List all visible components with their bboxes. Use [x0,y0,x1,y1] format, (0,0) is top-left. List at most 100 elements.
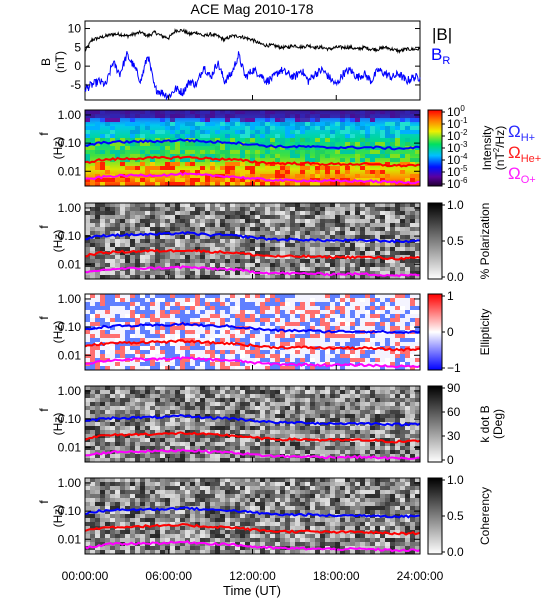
spectrogram-cell [230,334,235,338]
gyrofrequency-line-h-plus [84,321,421,334]
spectrogram-cell [365,243,370,247]
spectrogram-cell [340,322,345,326]
spectrogram-cell [415,310,420,314]
spectrogram-cell [380,506,385,510]
spectrogram-cell [90,422,95,426]
spectrogram-cell [395,502,400,506]
spectrogram-cell [250,154,255,158]
spectrogram-cell [210,390,215,394]
spectrogram-cell [265,219,270,223]
spectrogram-cell [390,215,395,219]
spectrogram-cell [280,426,285,430]
spectrogram-cell [175,134,180,138]
spectrogram-cell [330,271,335,275]
spectrogram-cell [145,386,150,390]
spectrogram-cell [95,239,100,243]
spectrogram-cell [150,267,155,271]
spectrogram-cell [355,398,360,402]
spectrogram-cell [380,215,385,219]
spectrogram-cell [225,318,230,322]
spectrogram-cell [210,223,215,227]
spectrogram-cell [415,390,420,394]
spectrogram-cell [410,247,415,251]
spectrogram-cell [215,223,220,227]
spectrogram-cell [245,450,250,454]
spectrogram-cell [315,146,320,150]
spectrogram-cell [355,263,360,267]
spectrogram-cell [260,390,265,394]
spectrogram-cell [415,174,420,178]
spectrogram-cell [220,146,225,150]
legend-symbol: Ω [508,164,521,183]
spectrogram-cell [140,430,145,434]
spectrogram-cell [280,219,285,223]
spectrogram-cell [210,207,215,211]
spectrogram-cell [385,203,390,207]
spectrogram-cell [395,271,400,275]
spectrogram-cell [110,134,115,138]
spectrogram-cell [255,478,260,482]
spectrogram-cell [315,514,320,518]
spectrogram-cell [160,310,165,314]
spectrogram-cell [390,322,395,326]
spectrogram-cell [335,174,340,178]
spectrogram-cell [375,518,380,522]
spectrogram-cell [345,130,350,134]
spectrogram-cell [330,418,335,422]
spectrogram-cell [320,518,325,522]
spectrogram-cell [260,402,265,406]
spectrogram-cell [300,130,305,134]
colorbar-tick-exponent: -4 [460,152,468,161]
spectrogram-cell [170,394,175,398]
spectrogram-cell [325,522,330,526]
spectrogram-cell [95,122,100,126]
spectrogram-cell [370,414,375,418]
spectrogram-cell [240,362,245,366]
spectrogram-cell [205,239,210,243]
spectrogram-cell [185,203,190,207]
spectrogram-cell [320,402,325,406]
spectrogram-cell [105,223,110,227]
spectrogram-cell [235,215,240,219]
spectrogram-cell [120,446,125,450]
spectrogram-cell [285,322,290,326]
spectrogram-cell [210,354,215,358]
spectrogram-cell [205,243,210,247]
spectrogram-cell [275,154,280,158]
spectrogram-cell [350,426,355,430]
spectrogram-cell [125,146,130,150]
spectrogram-cell [90,239,95,243]
spectrogram-cell [320,267,325,271]
spectrogram-cell [165,518,170,522]
spectrogram-cell [180,478,185,482]
spectrogram-cell [155,166,160,170]
spectrogram-cell [345,223,350,227]
spectrogram-cell [100,390,105,394]
spectrogram-cell [405,426,410,430]
spectrogram-cell [335,450,340,454]
spectrogram-cell [150,410,155,414]
spectrogram-cell [290,338,295,342]
spectrogram-cell [295,174,300,178]
spectrogram-cell [165,510,170,514]
gyrofrequency-line-h-plus [84,231,421,244]
spectrogram-cell [225,486,230,490]
spectrogram-cell [190,178,195,182]
spectrogram-cell [160,215,165,219]
spectrogram-cell [165,166,170,170]
spectrogram-cell [145,490,150,494]
spectrogram-cell [340,166,345,170]
spectrogram-cell [255,255,260,259]
spectrogram-cell [345,446,350,450]
spectrogram-cell [220,318,225,322]
spectrogram-cell [285,207,290,211]
spectrogram-cell [220,418,225,422]
spectrogram-cell [315,118,320,122]
spectrogram-cell [415,406,420,410]
spectrogram-cell [165,506,170,510]
spectrogram-cell [145,215,150,219]
spectrogram-cell [95,430,100,434]
spectrogram-cell [415,510,420,514]
spectrogram-cell [220,486,225,490]
spectrogram-cell [195,458,200,462]
